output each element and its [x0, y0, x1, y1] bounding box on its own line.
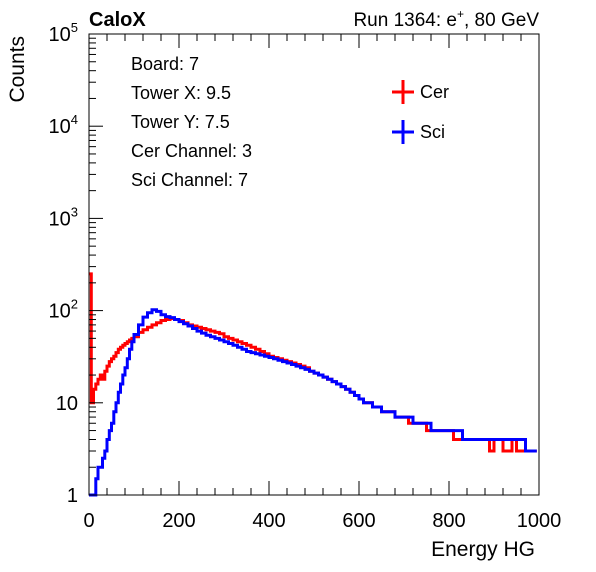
- title-right-prefix: Run 1364: e: [353, 10, 457, 31]
- info-board: Board: 7: [131, 54, 199, 74]
- y-tick-label: 1: [67, 485, 78, 507]
- series-cer-line: [89, 272, 537, 453]
- info-tower-y: Tower Y: 7.5: [131, 112, 230, 132]
- title-right-suffix: , 80 GeV: [464, 10, 539, 31]
- legend-marker-sci: [392, 120, 414, 144]
- x-tick-label: 800: [432, 510, 465, 532]
- series-sci-line: [89, 308, 537, 497]
- x-tick-label: 600: [342, 510, 375, 532]
- y-tick-label: 103: [49, 204, 78, 230]
- y-tick-label: 10: [56, 393, 78, 415]
- legend: Cer Sci: [392, 80, 449, 144]
- x-axis: 0 200 400 600 800 1000: [83, 34, 561, 532]
- legend-label-sci: Sci: [420, 122, 445, 142]
- x-tick-label: 400: [252, 510, 285, 532]
- y-tick-label: 105: [49, 20, 78, 46]
- x-axis-label: Energy HG: [431, 538, 535, 561]
- series-layer: [89, 272, 537, 497]
- y-tick-label: 102: [49, 297, 78, 323]
- info-box-background: [118, 48, 358, 200]
- y-tick-label: 104: [49, 112, 78, 138]
- info-box: Board: 7 Tower X: 9.5 Tower Y: 7.5 Cer C…: [131, 54, 252, 190]
- plot-frame: [88, 33, 540, 496]
- legend-label-cer: Cer: [420, 82, 449, 102]
- title-right-sup: +: [457, 7, 464, 21]
- x-tick-label: 200: [162, 510, 195, 532]
- info-tower-x: Tower X: 9.5: [131, 83, 231, 103]
- x-tick-label: 0: [83, 510, 94, 532]
- info-cer-channel: Cer Channel: 3: [131, 141, 252, 161]
- chart-title-right: Run 1364: e+, 80 GeV: [353, 7, 539, 31]
- x-tick-label: 1000: [517, 510, 562, 532]
- y-axis: 1 10 102 103 104 105: [49, 20, 103, 507]
- y-axis-label: Counts: [6, 36, 29, 103]
- chart-title-left: CaloX: [89, 9, 146, 31]
- info-sci-channel: Sci Channel: 7: [131, 170, 248, 190]
- legend-marker-cer: [392, 80, 414, 104]
